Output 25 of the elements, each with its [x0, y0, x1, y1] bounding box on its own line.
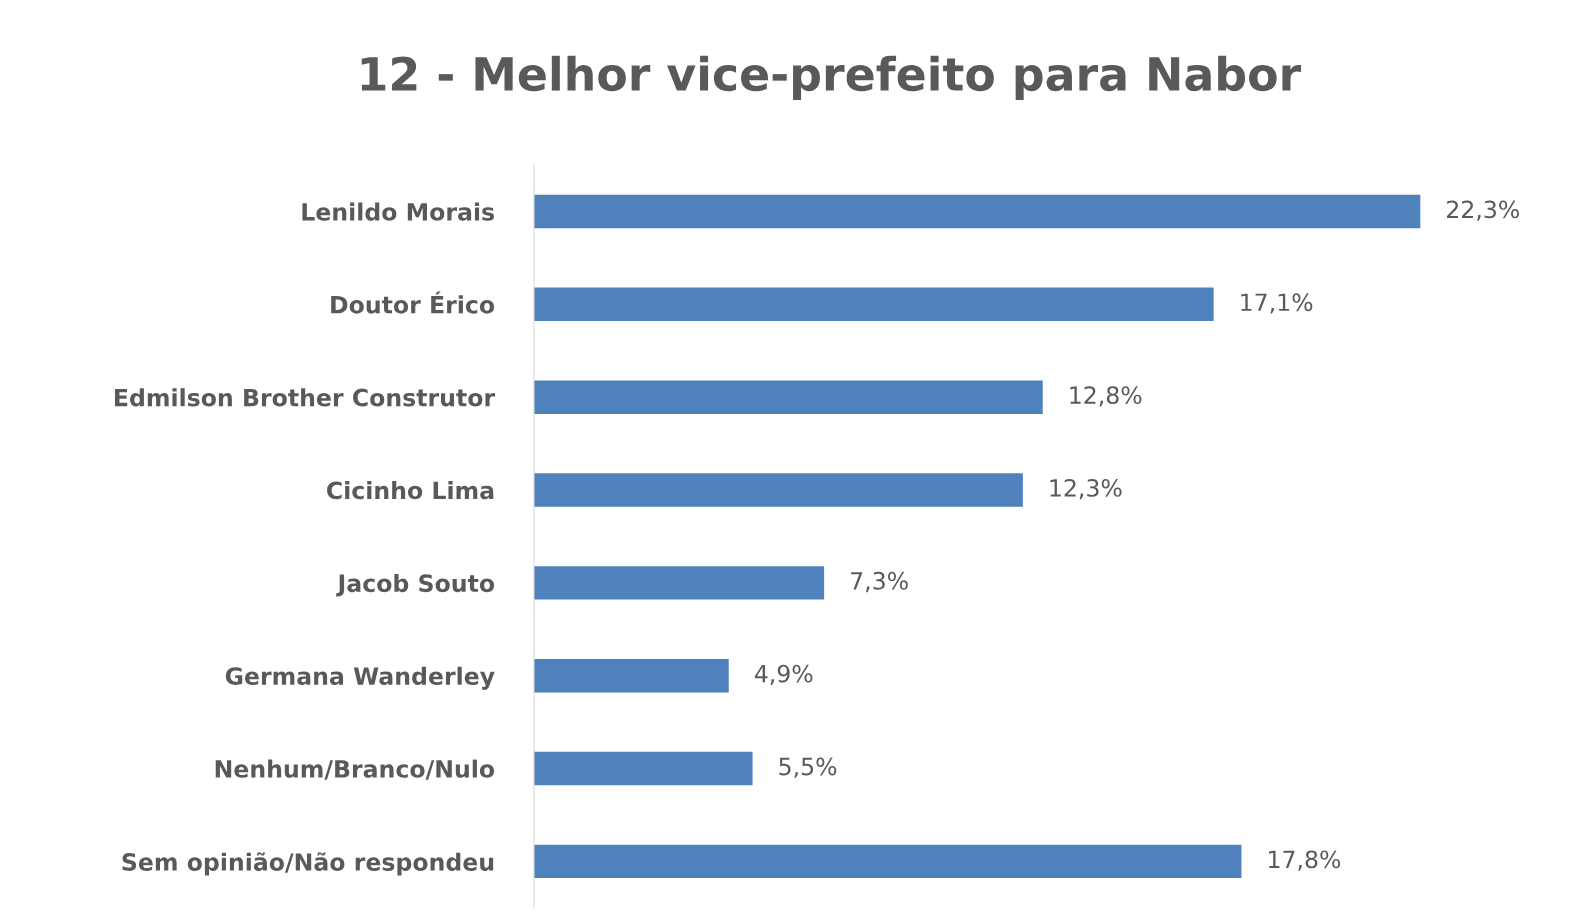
- data-label: 5,5%: [779, 757, 837, 778]
- y-tick-label: Cicinho Lima: [327, 481, 494, 500]
- y-tick-label: Jacob Souto: [336, 573, 495, 597]
- data-label: 7,3%: [851, 571, 908, 593]
- y-tick-label: Sem opinião/Não respondeu: [122, 852, 494, 876]
- data-label: 17,8%: [1269, 850, 1341, 871]
- data-label: 12,8%: [1070, 386, 1142, 407]
- data-label: 12,3%: [1050, 479, 1122, 500]
- bar: [533, 473, 1023, 507]
- bar: [533, 566, 825, 600]
- bar: [533, 751, 753, 786]
- bar: [533, 380, 1043, 414]
- y-tick-label: Doutor Érico: [331, 291, 495, 314]
- data-label: 22,3%: [1447, 200, 1520, 221]
- y-tick-label: Edmilson Brother Construtor: [115, 388, 496, 407]
- chart-title: 12 - Melhor vice-prefeito para Nabor: [361, 55, 1302, 101]
- y-tick-label: Germana Wanderley: [225, 666, 495, 690]
- y-tick-label: Lenildo Morais: [302, 202, 494, 221]
- data-label: 17,1%: [1241, 293, 1313, 314]
- bar: [533, 194, 1421, 229]
- bar: [533, 659, 729, 693]
- y-tick-label: Nenhum/Branco/Nulo: [215, 759, 495, 780]
- bar: [533, 287, 1214, 322]
- data-label: 4,9%: [754, 664, 813, 685]
- bar: [533, 844, 1242, 879]
